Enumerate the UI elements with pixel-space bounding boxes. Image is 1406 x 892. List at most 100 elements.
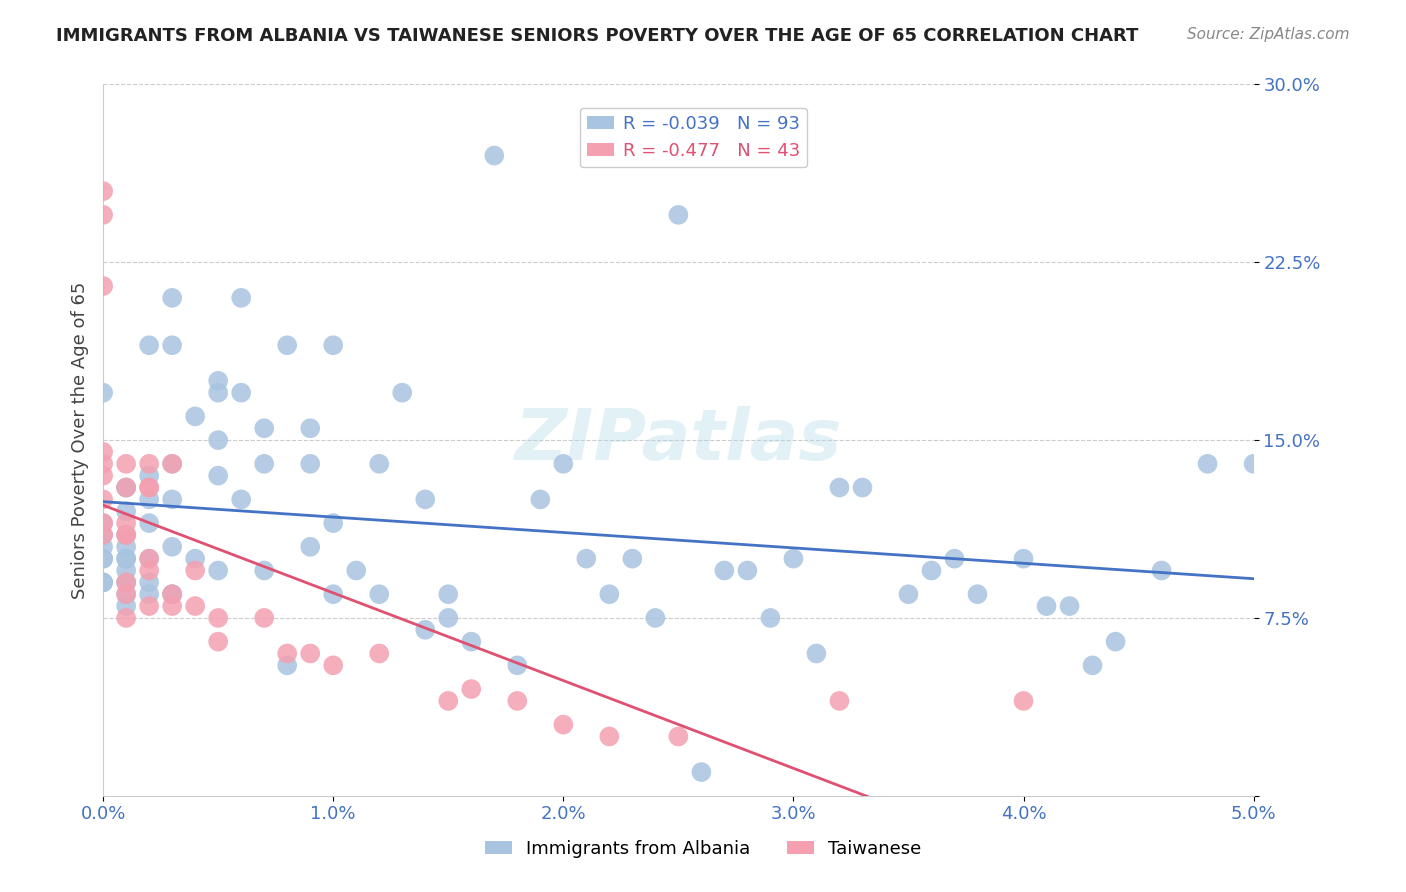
Point [828, 694, 851, 708]
Point [828, 481, 851, 495]
Point [276, 658, 298, 673]
Point [737, 564, 759, 578]
Point [759, 611, 782, 625]
Point [207, 433, 229, 447]
Legend: Immigrants from Albania, Taiwanese: Immigrants from Albania, Taiwanese [478, 833, 928, 865]
Point [138, 457, 160, 471]
Point [231, 385, 253, 400]
Point [1243, 457, 1265, 471]
Point [1059, 599, 1081, 613]
Point [506, 694, 529, 708]
Point [160, 587, 183, 601]
Point [391, 385, 413, 400]
Point [207, 611, 229, 625]
Point [115, 551, 138, 566]
Point [91, 528, 114, 542]
Point [115, 528, 138, 542]
Point [413, 623, 436, 637]
Point [91, 457, 114, 471]
Point [437, 587, 460, 601]
Point [344, 564, 367, 578]
Point [91, 575, 114, 590]
Point [782, 551, 804, 566]
Point [1150, 564, 1173, 578]
Point [253, 611, 276, 625]
Point [460, 681, 482, 696]
Point [115, 564, 138, 578]
Point [299, 421, 322, 435]
Point [322, 587, 344, 601]
Point [160, 492, 183, 507]
Point [690, 765, 713, 780]
Point [368, 457, 391, 471]
Point [207, 468, 229, 483]
Point [115, 481, 138, 495]
Point [897, 587, 920, 601]
Point [851, 481, 873, 495]
Point [91, 279, 114, 293]
Point [253, 457, 276, 471]
Point [138, 338, 160, 352]
Point [138, 468, 160, 483]
Point [207, 374, 229, 388]
Legend: R = -0.039   N = 93, R = -0.477   N = 43: R = -0.039 N = 93, R = -0.477 N = 43 [579, 108, 807, 167]
Point [91, 468, 114, 483]
Point [1081, 658, 1104, 673]
Point [231, 291, 253, 305]
Point [1104, 634, 1126, 648]
Point [91, 385, 114, 400]
Point [115, 551, 138, 566]
Point [553, 717, 575, 731]
Point [91, 540, 114, 554]
Point [1197, 457, 1219, 471]
Point [115, 504, 138, 518]
Point [160, 540, 183, 554]
Point [115, 587, 138, 601]
Text: ZIPatlas: ZIPatlas [515, 406, 842, 475]
Point [322, 516, 344, 530]
Point [299, 647, 322, 661]
Point [160, 457, 183, 471]
Point [160, 587, 183, 601]
Point [621, 551, 644, 566]
Point [207, 634, 229, 648]
Point [91, 575, 114, 590]
Point [138, 551, 160, 566]
Point [115, 575, 138, 590]
Y-axis label: Seniors Poverty Over the Age of 65: Seniors Poverty Over the Age of 65 [72, 281, 89, 599]
Text: IMMIGRANTS FROM ALBANIA VS TAIWANESE SENIORS POVERTY OVER THE AGE OF 65 CORRELAT: IMMIGRANTS FROM ALBANIA VS TAIWANESE SEN… [56, 27, 1139, 45]
Point [91, 528, 114, 542]
Point [115, 457, 138, 471]
Point [299, 540, 322, 554]
Point [115, 599, 138, 613]
Point [506, 658, 529, 673]
Point [160, 457, 183, 471]
Point [713, 564, 735, 578]
Text: Source: ZipAtlas.com: Source: ZipAtlas.com [1187, 27, 1350, 42]
Point [322, 338, 344, 352]
Point [644, 611, 666, 625]
Point [666, 208, 689, 222]
Point [253, 564, 276, 578]
Point [91, 516, 114, 530]
Point [138, 564, 160, 578]
Point [91, 551, 114, 566]
Point [160, 587, 183, 601]
Point [666, 730, 689, 744]
Point [115, 540, 138, 554]
Point [207, 385, 229, 400]
Point [1012, 551, 1035, 566]
Point [115, 575, 138, 590]
Point [943, 551, 966, 566]
Point [184, 564, 207, 578]
Point [91, 184, 114, 198]
Point [115, 528, 138, 542]
Point [115, 516, 138, 530]
Point [184, 409, 207, 424]
Point [460, 634, 482, 648]
Point [231, 492, 253, 507]
Point [115, 528, 138, 542]
Point [138, 481, 160, 495]
Point [299, 457, 322, 471]
Point [115, 481, 138, 495]
